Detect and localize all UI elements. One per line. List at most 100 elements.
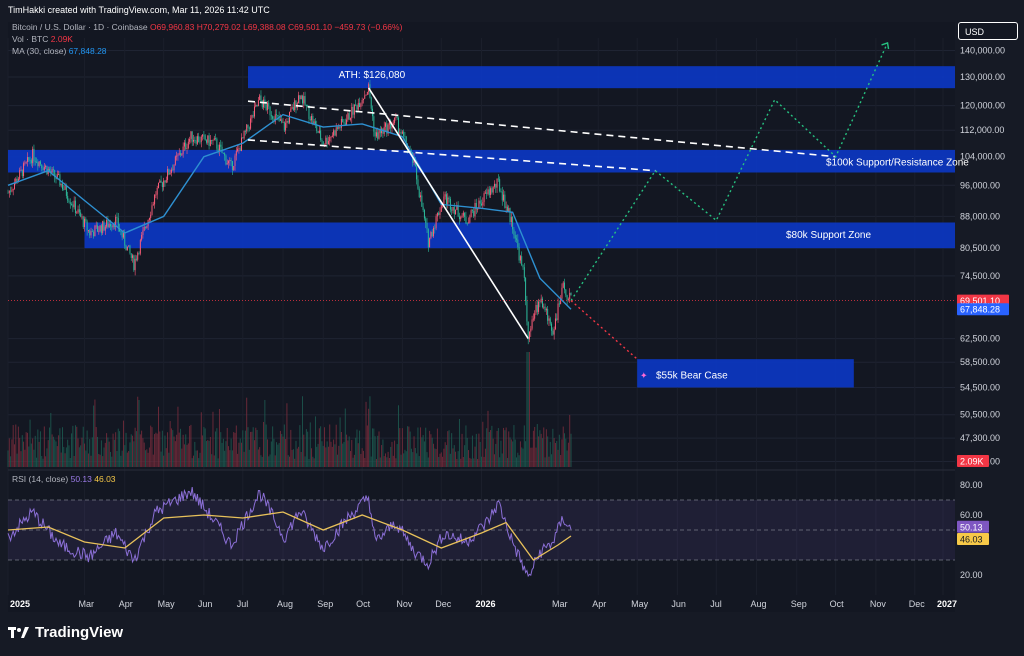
volume-bar (152, 454, 154, 467)
volume-bar (200, 412, 202, 467)
candle-body (484, 192, 486, 194)
y-tick-label: 58,500.00 (960, 357, 1000, 367)
candle-body (117, 217, 119, 229)
candle-body (366, 91, 368, 95)
candle-body (209, 140, 211, 146)
candle-body (562, 282, 564, 288)
volume-bar (125, 432, 127, 467)
candle-body (218, 144, 220, 152)
candle-body (570, 292, 572, 296)
volume-bar (151, 427, 153, 467)
candle-body (226, 163, 228, 165)
candle-body (519, 256, 521, 261)
x-tick-label: Sep (791, 599, 807, 609)
candle-body (512, 217, 514, 230)
volume-bar (340, 431, 342, 467)
volume-bar (327, 446, 329, 467)
volume-bar (104, 442, 106, 467)
x-tick-label: May (631, 599, 649, 609)
candle-body (164, 180, 166, 183)
volume-bar (113, 439, 115, 467)
candle-body (36, 161, 38, 163)
volume-bar (423, 441, 425, 467)
x-tick-label: Dec (435, 599, 452, 609)
volume-bar (160, 451, 162, 467)
legend-low: L69,388.08 (243, 22, 286, 32)
candle-body (479, 200, 481, 204)
candle-body (544, 306, 546, 311)
tradingview-brand: TradingView (35, 624, 124, 641)
candle-body (517, 239, 519, 248)
volume-bar (458, 418, 460, 467)
candle-body (25, 161, 27, 163)
volume-bar (28, 446, 30, 467)
volume-bar (141, 430, 143, 467)
legend-rsi-ma-value: 46.03 (94, 474, 116, 484)
volume-bar (150, 425, 152, 467)
volume-bar (370, 456, 372, 467)
volume-bar (15, 424, 17, 467)
volume-bar (391, 441, 393, 467)
volume-bar (128, 451, 130, 467)
candle-body (304, 96, 306, 106)
volume-bar (298, 446, 300, 467)
candle-body (534, 313, 536, 319)
candle-body (269, 106, 271, 116)
candle-body (303, 96, 305, 104)
volume-bar (159, 431, 161, 467)
candle-body (449, 198, 451, 210)
volume-bar (268, 456, 270, 467)
candle-body (327, 141, 329, 145)
volume-bar (420, 427, 422, 467)
volume-bar (290, 429, 292, 467)
zone-rect (637, 359, 854, 388)
volume-bar (61, 427, 63, 467)
candle-body (242, 137, 244, 139)
candle-body (364, 95, 366, 99)
volume-bar (296, 448, 298, 467)
volume-bar (479, 441, 481, 467)
volume-bar (483, 456, 485, 467)
candle-body (316, 124, 318, 132)
candle-body (343, 121, 345, 124)
volume-bar (364, 457, 366, 467)
candle-body (17, 178, 19, 183)
candle-body (322, 141, 324, 146)
volume-bar (346, 434, 348, 467)
volume-bar (534, 426, 536, 467)
candle-body (191, 131, 193, 142)
candle-body (157, 182, 159, 188)
candle-body (247, 124, 249, 128)
price-chart[interactable]: 140,000.00 130,000.00 120,000.00 112,000.00… (0, 18, 1024, 618)
candle-body (207, 135, 209, 143)
volume-bar (517, 452, 519, 467)
volume-bar (455, 451, 457, 467)
candle-body (138, 252, 140, 254)
candle-body (211, 140, 213, 141)
candle-body (460, 217, 462, 220)
candle-body (395, 116, 397, 118)
candle-body (125, 245, 127, 251)
y-tick-label: 50,500.00 (960, 410, 1000, 420)
volume-bar (63, 446, 65, 467)
candle-body (514, 235, 516, 239)
candle-body (80, 212, 82, 217)
candle-body (145, 226, 146, 228)
candle-body (394, 117, 396, 123)
candle-body (548, 318, 550, 321)
volume-bar (211, 454, 213, 467)
volume-bar (204, 428, 206, 467)
volume-bar (434, 448, 436, 467)
candle-body (500, 191, 502, 193)
volume-bar (504, 430, 506, 467)
volume-bar (97, 436, 98, 467)
volume-bar (247, 427, 249, 467)
candle-body (208, 135, 210, 146)
volume-bar (234, 432, 236, 467)
volume-bar (76, 426, 78, 467)
candle-body (300, 95, 302, 100)
volume-bar (338, 445, 340, 467)
volume-bar (224, 450, 226, 467)
volume-bar (538, 436, 540, 467)
currency-button[interactable]: USD (958, 22, 1018, 40)
